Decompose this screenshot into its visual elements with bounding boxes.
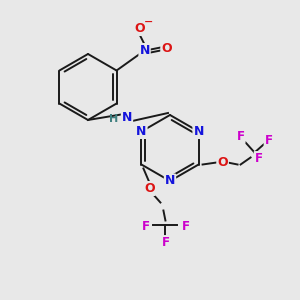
- Text: F: F: [255, 152, 262, 165]
- Text: N: N: [140, 44, 150, 57]
- Text: F: F: [182, 220, 189, 233]
- Text: N: N: [136, 125, 147, 138]
- Text: O: O: [144, 182, 155, 195]
- Text: N: N: [122, 111, 132, 124]
- Text: H: H: [110, 115, 118, 124]
- Text: N: N: [165, 175, 175, 188]
- Text: F: F: [161, 236, 169, 249]
- Text: F: F: [237, 130, 244, 143]
- Text: −: −: [144, 16, 153, 26]
- Text: F: F: [141, 220, 149, 233]
- Text: F: F: [265, 134, 273, 147]
- Text: O: O: [161, 42, 172, 55]
- Text: O: O: [217, 156, 228, 169]
- Text: O: O: [134, 22, 145, 35]
- Text: N: N: [194, 125, 204, 138]
